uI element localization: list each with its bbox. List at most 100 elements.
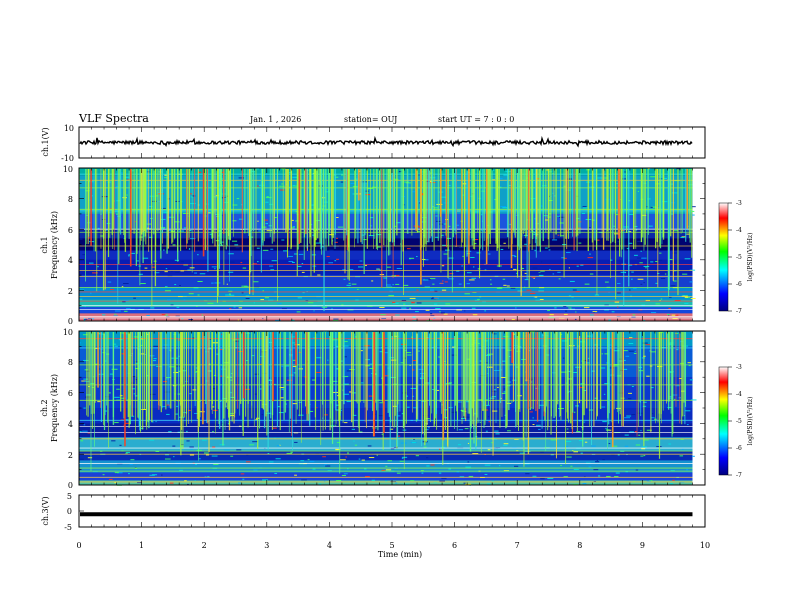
spectrogram-speckle [212, 388, 217, 390]
spectrogram-speckle [409, 297, 416, 299]
spectrogram-speckle [577, 345, 580, 347]
spectrogram-speckle [566, 252, 571, 254]
spectrogram-speckle [281, 168, 283, 170]
spectrogram-speckle [670, 470, 675, 472]
spectrogram-speckle [349, 269, 354, 271]
spectrogram-speckle [549, 213, 552, 215]
spectrogram-speckle [408, 257, 415, 259]
spectrogram-speckle [511, 319, 515, 321]
ch3-ytick-mid: 0 [67, 507, 72, 516]
spectrogram-speckle [496, 287, 503, 289]
ch2-spectrogram-heatmap [79, 331, 705, 486]
spectrogram-speckle [87, 457, 93, 459]
spectrogram-speckle [578, 242, 582, 244]
spectrogram-speckle [292, 176, 298, 178]
spectrogram-speckle [313, 310, 315, 312]
spectrogram-speckle [280, 397, 284, 399]
spectrogram-speckle [420, 470, 424, 472]
spectrogram-speckle [269, 379, 271, 381]
spectrogram-speckle [601, 424, 606, 426]
spectrogram-speckle [244, 388, 250, 390]
spectrogram-speckle [336, 479, 342, 481]
spectrogram-speckle [557, 234, 560, 236]
spectrogram-speckle [85, 190, 90, 192]
spectrogram-speckle [464, 416, 470, 418]
spectrogram-speckle [684, 258, 691, 260]
spectrogram-speckle [266, 196, 269, 198]
spectrogram-speckle [435, 389, 440, 391]
spectrogram-speckle [479, 421, 482, 423]
spectrogram-speckle [295, 211, 298, 213]
ch1-waveform-panel: 10 -10 ch.1(V) [41, 124, 706, 163]
spectrogram-speckle [549, 314, 554, 316]
spectrogram-speckle [201, 401, 207, 403]
spectrogram-speckle [169, 482, 174, 484]
spectrogram-band [79, 437, 693, 452]
ch1-spectrogram-ticks [78, 167, 706, 322]
spectrogram-speckle [284, 365, 290, 367]
spectrogram-speckle [188, 318, 194, 320]
x-tick-label: 3 [264, 541, 269, 550]
spectrogram-speckle [672, 318, 678, 320]
spectrogram-speckle [607, 344, 613, 346]
spectrogram-speckle [83, 359, 89, 361]
spectrogram-speckle [643, 439, 649, 441]
figure-title: VLF Spectra [78, 112, 149, 125]
spectrogram-speckle [403, 284, 409, 286]
spectrogram-speckle [236, 198, 240, 200]
spectrogram-speckle [593, 481, 596, 483]
spectrogram-speckle [456, 224, 460, 226]
spectrogram-speckle [214, 268, 216, 270]
spectrogram-speckle [412, 360, 417, 362]
spectrogram-speckle [166, 299, 171, 301]
spectrogram-speckle [670, 483, 674, 485]
spectrogram-speckle [667, 407, 673, 409]
spectrogram-speckle [345, 456, 347, 458]
spectrogram-speckle [334, 241, 338, 243]
spectrogram-speckle [133, 393, 136, 395]
spectrogram-speckle [443, 209, 445, 211]
spectrogram-speckle [165, 378, 170, 380]
spectrogram-speckle [688, 365, 691, 367]
spectrogram-speckle [357, 288, 359, 290]
spectrogram-speckle [439, 448, 441, 450]
spectrogram-speckle [146, 314, 150, 316]
spectrogram-speckle [380, 246, 385, 248]
spectrogram-speckle [113, 210, 119, 212]
spectrogram-speckle [138, 273, 143, 275]
spectrogram-speckle [401, 392, 408, 394]
spectrogram-speckle [425, 429, 429, 431]
spectrogram-speckle [174, 284, 177, 286]
spectrogram-speckle [153, 345, 160, 347]
spectrogram-speckle [126, 194, 128, 196]
spectrogram-speckle [622, 368, 628, 370]
spectrogram-speckle [531, 249, 537, 251]
spectrogram-speckle [152, 360, 157, 362]
spectrogram-speckle [535, 424, 541, 426]
spectrogram-speckle [256, 247, 260, 249]
spectrogram-speckle [196, 305, 198, 307]
spectrogram-speckle [268, 461, 274, 463]
spectrogram-speckle [286, 379, 293, 381]
spectrogram-speckle [291, 219, 294, 221]
spectrogram-speckle [451, 411, 457, 413]
spectrogram-speckle [179, 469, 183, 471]
spectrogram-speckle [394, 225, 397, 227]
spectrogram-speckle [188, 248, 191, 250]
spectrogram-speckle [236, 332, 242, 334]
spectrogram-speckle [264, 297, 269, 299]
spectrogram-speckle [563, 305, 567, 307]
spectrogram-speckle [257, 261, 259, 263]
spectrogram-speckle [80, 440, 84, 442]
spectrogram-speckle [270, 248, 274, 250]
spectrogram-speckle [602, 421, 607, 423]
spectrogram-speckle [290, 319, 295, 321]
spectrogram-speckle [456, 270, 460, 272]
ch1-spectrogram-ylabel-quantity: Frequency (kHz) [50, 211, 59, 279]
spectrogram-speckle [532, 267, 538, 269]
spectrogram-speckle [487, 449, 491, 451]
spectrogram-speckle [134, 379, 138, 381]
spectrogram-speckle [631, 433, 634, 435]
spectrogram-speckle [567, 370, 572, 372]
spectrogram-speckle [368, 395, 375, 397]
